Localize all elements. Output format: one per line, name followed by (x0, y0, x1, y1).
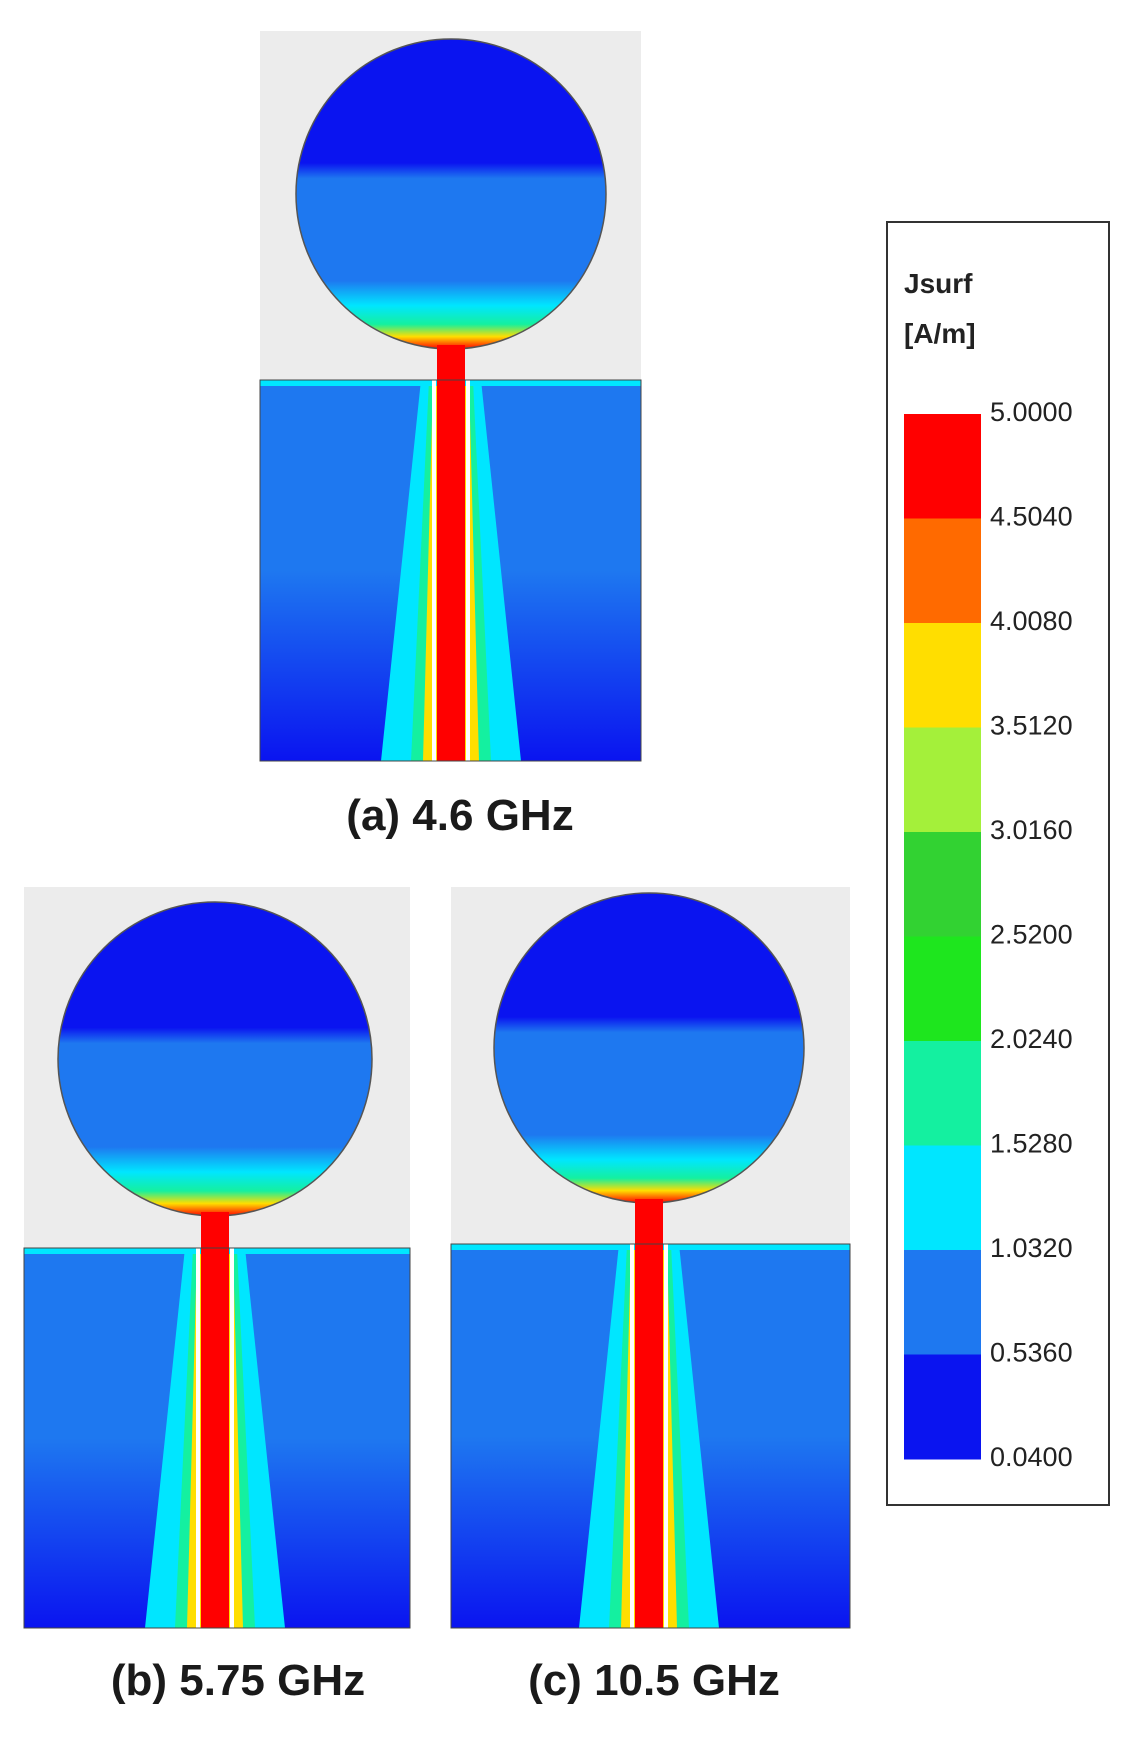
slot (432, 380, 436, 761)
radiating-patch (493, 892, 805, 1204)
colorbar-segment (904, 1145, 981, 1251)
slot (466, 380, 470, 761)
colorbar-segment (904, 414, 981, 519)
feed-line (437, 345, 465, 761)
colorbar-segment (904, 727, 981, 833)
colorbar-label: 5.0000 (990, 397, 1073, 427)
slot (230, 1248, 234, 1628)
legend-title: Jsurf (904, 268, 973, 299)
colorbar-label: 2.0240 (990, 1024, 1073, 1054)
legend-title: [A/m] (904, 318, 976, 349)
caption: (b) 5.75 GHz (111, 1656, 365, 1705)
colorbar-segment (904, 623, 981, 728)
radiating-patch (57, 901, 373, 1217)
colorbar-segment (904, 936, 981, 1042)
slot (630, 1244, 634, 1628)
caption: (a) 4.6 GHz (346, 791, 573, 840)
colorbar-segment (904, 832, 981, 937)
colorbar-label: 0.0400 (990, 1442, 1073, 1472)
colorbar-label: 2.5200 (990, 920, 1073, 950)
colorbar-segment (904, 518, 981, 624)
colorbar-segment (904, 1354, 981, 1460)
colorbar-label: 1.0320 (990, 1233, 1073, 1263)
colorbar-label: 0.5360 (990, 1338, 1073, 1368)
panel-border (23, 1247, 411, 1629)
colorbar-segment (904, 1041, 981, 1146)
radiating-patch (295, 38, 607, 350)
colorbar-label: 3.5120 (990, 711, 1073, 741)
colorbar-label: 1.5280 (990, 1129, 1073, 1159)
slot (664, 1244, 668, 1628)
panel-border (259, 379, 642, 762)
colorbar-label: 3.0160 (990, 815, 1073, 845)
feed-line (635, 1199, 663, 1628)
slot (196, 1248, 200, 1628)
panel-border (450, 1243, 851, 1629)
feed-line (201, 1212, 229, 1628)
colorbar-segment (904, 1250, 981, 1355)
caption: (c) 10.5 GHz (528, 1656, 780, 1705)
colorbar-label: 4.0080 (990, 606, 1073, 636)
colorbar-label: 4.5040 (990, 502, 1073, 532)
